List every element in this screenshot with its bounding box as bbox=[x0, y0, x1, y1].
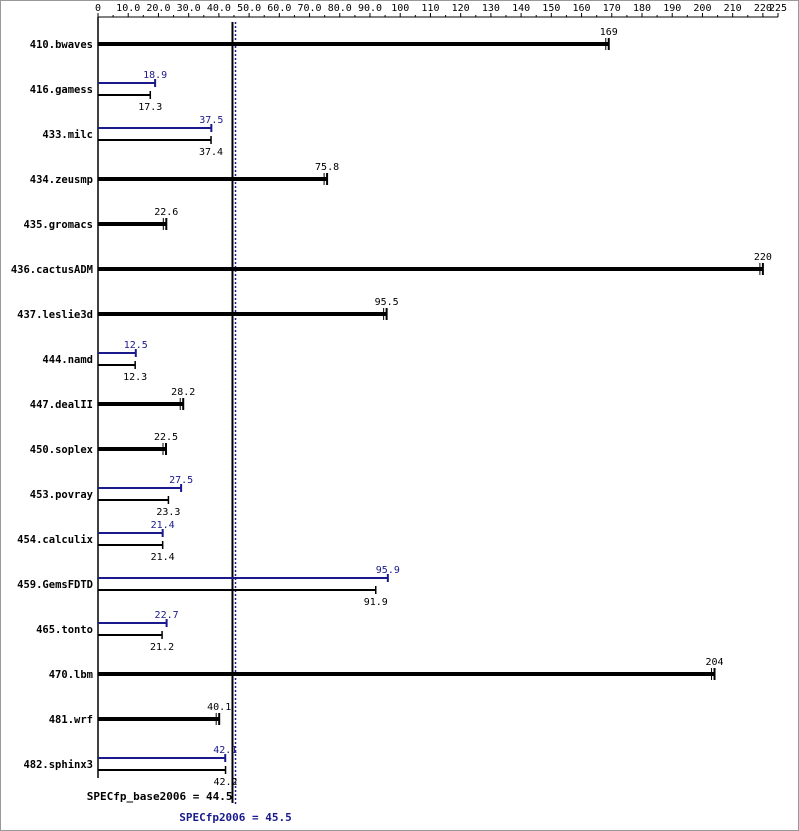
benchmark-label: 410.bwaves bbox=[30, 39, 93, 51]
benchmark-label: 481.wrf bbox=[49, 714, 93, 726]
x-tick-label: 30.0 bbox=[177, 3, 201, 14]
base-value-label: 40.1 bbox=[207, 702, 231, 713]
base-value-label: 23.3 bbox=[156, 507, 180, 518]
base-value-label: 21.2 bbox=[150, 642, 174, 653]
x-tick-label: 110 bbox=[421, 3, 439, 14]
benchmark-label: 416.gamess bbox=[30, 84, 93, 96]
benchmark-row: 416.gamess 18.9 17.3 bbox=[30, 70, 167, 113]
base-value-label: 220 bbox=[754, 252, 772, 263]
benchmark-label: 450.soplex bbox=[30, 444, 94, 456]
x-tick-label: 50.0 bbox=[237, 3, 261, 14]
benchmark-label: 447.dealII bbox=[30, 399, 93, 411]
benchmark-label: 433.milc bbox=[42, 129, 93, 141]
benchmark-label: 453.povray bbox=[30, 489, 94, 501]
base-value-label: 42.2 bbox=[213, 777, 237, 788]
benchmark-label: 454.calculix bbox=[17, 534, 94, 546]
base-value-label: 28.2 bbox=[171, 387, 195, 398]
base-value-label: 17.3 bbox=[138, 102, 162, 113]
benchmark-row: 450.soplex 22.5 bbox=[30, 432, 178, 456]
benchmark-row: 481.wrf 40.1 bbox=[49, 702, 232, 726]
peak-value-label: 18.9 bbox=[143, 70, 167, 81]
base-value-label: 75.8 bbox=[315, 162, 339, 173]
peak-value-label: 21.4 bbox=[151, 520, 175, 531]
x-axis: 0 10.0 20.0 30.0 40.0 50.0 60.0 70.0 80.0 90.0 100… bbox=[95, 3, 787, 778]
x-tick-label: 190 bbox=[663, 3, 681, 14]
x-tick-label: 225 bbox=[769, 3, 787, 14]
benchmark-label: 465.tonto bbox=[36, 624, 93, 636]
benchmark-row: 482.sphinx3 42.1 42.2 bbox=[23, 745, 237, 788]
benchmark-row: 465.tonto 22.7 21.2 bbox=[36, 610, 179, 653]
base-value-label: 37.4 bbox=[199, 147, 223, 158]
benchmark-label: 482.sphinx3 bbox=[23, 759, 93, 771]
benchmark-label: 470.lbm bbox=[49, 669, 93, 681]
x-tick-label: 20.0 bbox=[146, 3, 170, 14]
benchmark-label: 459.GemsFDTD bbox=[17, 579, 93, 591]
base-value-label: 95.5 bbox=[375, 297, 399, 308]
base-value-label: 22.6 bbox=[154, 207, 178, 218]
x-tick-label: 200 bbox=[693, 3, 711, 14]
x-tick-label: 160 bbox=[573, 3, 591, 14]
x-tick-label: 40.0 bbox=[207, 3, 231, 14]
benchmark-row: 434.zeusmp 75.8 bbox=[30, 162, 339, 186]
benchmark-row: 447.dealII 28.2 bbox=[30, 387, 195, 411]
benchmark-row: 437.leslie3d 95.5 bbox=[17, 297, 399, 321]
peak-value-label: 27.5 bbox=[169, 475, 193, 486]
base-value-label: 91.9 bbox=[364, 597, 388, 608]
peak-value-label: 12.5 bbox=[124, 340, 148, 351]
x-tick-label: 60.0 bbox=[267, 3, 291, 14]
benchmark-row: 459.GemsFDTD 95.9 91.9 bbox=[17, 565, 400, 608]
benchmark-row: 410.bwaves 169 bbox=[30, 27, 618, 51]
peak-value-label: 42.1 bbox=[213, 745, 237, 756]
x-tick-label: 130 bbox=[482, 3, 500, 14]
summary-labels: SPECfp_base2006 = 44.5 SPECfp2006 = 45.5 bbox=[87, 790, 292, 824]
peak-value-label: 22.7 bbox=[155, 610, 179, 621]
x-tick-label: 90.0 bbox=[358, 3, 382, 14]
base-summary-label: SPECfp_base2006 = 44.5 bbox=[87, 790, 233, 803]
peak-value-label: 95.9 bbox=[376, 565, 400, 576]
benchmark-row: 453.povray 27.5 23.3 bbox=[30, 475, 193, 518]
base-value-label: 12.3 bbox=[123, 372, 147, 383]
base-value-label: 21.4 bbox=[151, 552, 175, 563]
base-value-label: 22.5 bbox=[154, 432, 178, 443]
x-tick-label: 170 bbox=[603, 3, 621, 14]
benchmark-label: 436.cactusADM bbox=[11, 264, 93, 276]
benchmark-label: 434.zeusmp bbox=[30, 174, 93, 186]
peak-value-label: 37.5 bbox=[199, 115, 223, 126]
benchmark-row: 433.milc 37.5 37.4 bbox=[42, 115, 223, 158]
x-tick-label: 140 bbox=[512, 3, 530, 14]
benchmark-label: 444.namd bbox=[42, 354, 93, 366]
bars: 410.bwaves 169 416.gamess 18.9 17.3 433.milc 3… bbox=[11, 27, 772, 788]
benchmark-label: 437.leslie3d bbox=[17, 309, 93, 321]
benchmark-row: 454.calculix 21.4 21.4 bbox=[17, 520, 175, 563]
benchmark-row: 435.gromacs 22.6 bbox=[23, 207, 178, 231]
x-tick-label: 80.0 bbox=[328, 3, 352, 14]
x-tick-label: 180 bbox=[633, 3, 651, 14]
x-tick-label: 150 bbox=[542, 3, 560, 14]
benchmark-row: 436.cactusADM 220 bbox=[11, 252, 772, 276]
peak-summary-label: SPECfp2006 = 45.5 bbox=[179, 811, 292, 824]
x-tick-label: 0 bbox=[95, 3, 101, 14]
x-tick-label: 120 bbox=[452, 3, 470, 14]
x-tick-label: 70.0 bbox=[298, 3, 322, 14]
x-tick-label: 100 bbox=[391, 3, 409, 14]
benchmark-row: 470.lbm 204 bbox=[49, 657, 724, 681]
x-tick-label: 10.0 bbox=[116, 3, 140, 14]
benchmark-row: 444.namd 12.5 12.3 bbox=[42, 340, 147, 383]
base-value-label: 204 bbox=[706, 657, 724, 668]
x-tick-label: 210 bbox=[724, 3, 742, 14]
x-tick-label: 220 bbox=[754, 3, 772, 14]
benchmark-label: 435.gromacs bbox=[23, 219, 93, 231]
base-value-label: 169 bbox=[600, 27, 618, 38]
